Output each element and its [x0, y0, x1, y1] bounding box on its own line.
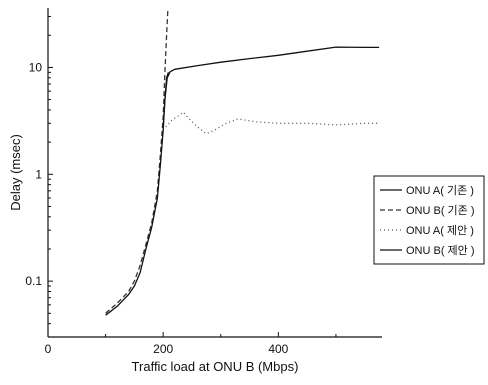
- y-axis-title: Delay (msec): [8, 134, 23, 211]
- y-tick-label: 1: [35, 167, 42, 181]
- series-line-2: [105, 10, 169, 314]
- plot-area: 0 200 400 0.1 1 10: [25, 8, 382, 356]
- x-tick-label: 200: [153, 342, 173, 356]
- legend-label-3: ONU A( 제안 ): [406, 224, 474, 237]
- series-line-4: [105, 72, 170, 316]
- legend: ONU A( 기존 ) ONU B( 기존 ) ONU A( 제안 ) ONU B( …: [373, 175, 485, 265]
- legend-label-2: ONU B( 기존 ): [406, 204, 475, 217]
- legend-box: [373, 175, 485, 265]
- x-tick-label: 400: [268, 342, 288, 356]
- x-tick-label: 0: [45, 342, 52, 356]
- series-line-1: [162, 46, 380, 127]
- x-axis-title: Traffic load at ONU B (Mbps): [132, 359, 299, 374]
- y-tick-label: 0.1: [25, 274, 42, 288]
- series-line-3: [162, 111, 380, 135]
- legend-label-4: ONU B( 제안 ): [406, 244, 475, 257]
- legend-label-1: ONU A( 기존 ): [406, 184, 474, 197]
- y-tick-label: 10: [29, 60, 43, 74]
